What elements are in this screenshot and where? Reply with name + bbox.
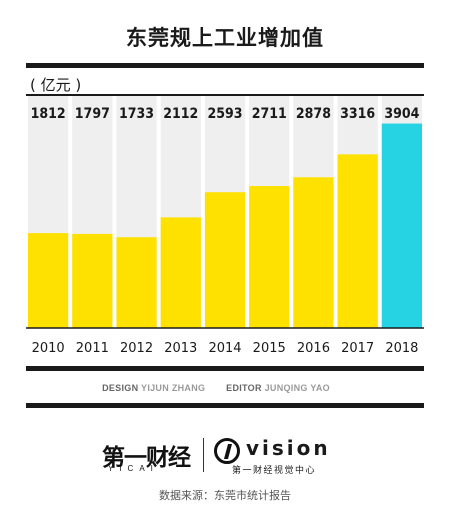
bar <box>204 192 246 328</box>
data-label: 1733 <box>119 106 154 122</box>
bar-chart: 1812 2010 1797 2011 1733 2012 2112 2013 2593 2014… <box>26 96 424 356</box>
bar <box>72 233 113 328</box>
data-label: 2112 <box>163 106 198 122</box>
data-label: 3904 <box>384 106 419 122</box>
x-tick-label: 2011 <box>76 341 109 356</box>
editor-label: EDITOR <box>226 383 262 393</box>
logo-divider <box>203 438 204 472</box>
data-label: 2593 <box>207 106 242 122</box>
vision-logo: vision <box>246 436 331 460</box>
data-label: 1812 <box>31 106 66 122</box>
vision-logo-icon <box>214 438 240 464</box>
yicai-logo: 第一财经 <box>102 445 191 471</box>
data-label: 2711 <box>252 106 287 122</box>
x-tick-label: 2012 <box>120 341 153 356</box>
x-tick-label: 2017 <box>341 341 374 356</box>
editor-name: JUNQING YAO <box>264 383 330 393</box>
design-label: DESIGN <box>102 383 139 393</box>
x-tick-label: 2010 <box>32 341 65 356</box>
header-rule <box>26 94 424 96</box>
unit-label: ( 亿元 ) <box>30 76 82 94</box>
vision-logo-sub: 第一财经视觉中心 <box>232 466 317 476</box>
yicai-logo-sub: YICAI <box>108 464 159 473</box>
bar <box>116 237 157 328</box>
chart-bottom-rule <box>26 366 424 371</box>
x-tick-label: 2016 <box>297 341 330 356</box>
x-tick-label: 2015 <box>253 341 286 356</box>
bar <box>293 177 334 328</box>
data-label: 2878 <box>296 106 331 122</box>
x-tick-label: 2013 <box>164 341 197 356</box>
bar <box>249 186 290 328</box>
branding: 第一财经 YICAI vision 第一财经视觉中心 <box>0 436 450 476</box>
footer-rule <box>26 403 424 408</box>
x-tick-label: 2018 <box>385 341 418 356</box>
design-name: YIJUN ZHANG <box>141 383 206 393</box>
bar <box>337 154 378 328</box>
chart-title: 东莞规上工业增加值 <box>126 26 324 50</box>
bar <box>28 233 69 328</box>
top-rule <box>26 63 424 68</box>
bar <box>381 123 422 329</box>
bar <box>160 217 201 328</box>
credits: DESIGN YIJUN ZHANG EDITOR JUNQING YAO <box>0 383 450 393</box>
x-tick-label: 2014 <box>208 341 241 356</box>
source-note: 数据来源：东莞市统计报告 <box>159 489 291 502</box>
data-label: 3316 <box>340 106 375 122</box>
data-label: 1797 <box>75 106 110 122</box>
